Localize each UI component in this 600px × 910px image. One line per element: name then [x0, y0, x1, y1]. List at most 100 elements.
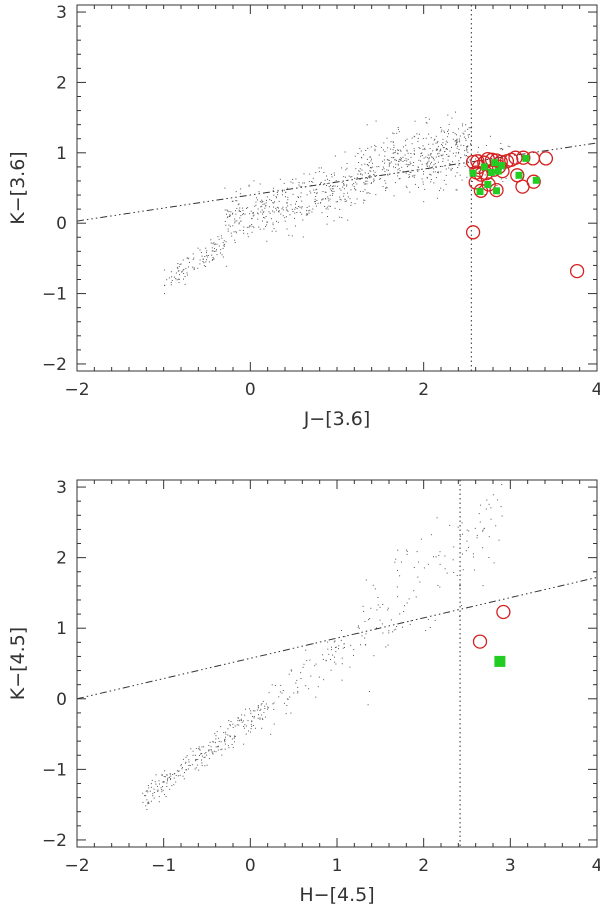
field-star-point — [458, 128, 459, 130]
field-star-point — [399, 159, 401, 161]
field-star-point — [376, 166, 378, 168]
field-star-point — [260, 708, 262, 710]
field-star-point — [343, 643, 345, 645]
field-star-point — [394, 159, 396, 161]
x-tick-label: 1 — [332, 856, 343, 876]
field-star-point — [301, 207, 303, 209]
field-star-point — [428, 160, 430, 162]
field-star-point — [309, 190, 311, 192]
field-star-point — [414, 174, 416, 176]
field-star-point — [238, 223, 240, 225]
field-star-point — [206, 254, 208, 256]
field-star-point — [405, 172, 407, 174]
field-star-point — [420, 160, 422, 162]
field-star-point — [444, 568, 446, 570]
field-star-point — [220, 749, 222, 751]
field-star-point — [400, 561, 402, 563]
field-star-point — [164, 776, 166, 778]
field-star-point — [411, 143, 413, 145]
field-star-point — [257, 218, 259, 220]
field-star-point — [244, 724, 246, 726]
field-star-point — [367, 172, 369, 174]
field-star-point — [170, 779, 171, 781]
field-star-point — [445, 148, 447, 150]
field-star-point — [158, 801, 160, 803]
field-star-point — [231, 738, 233, 740]
field-star-point — [383, 159, 385, 161]
field-star-point — [180, 263, 182, 265]
field-star-point — [232, 212, 234, 214]
field-star-point — [392, 157, 394, 159]
field-star-point — [252, 716, 253, 717]
field-star-point — [201, 764, 203, 766]
field-star-point — [262, 220, 263, 222]
field-star-point — [190, 748, 192, 750]
field-star-point — [378, 166, 380, 168]
field-star-point — [382, 166, 384, 168]
field-star-point — [199, 755, 200, 756]
field-star-point — [282, 191, 283, 193]
field-star-point — [413, 148, 415, 150]
field-star-point — [254, 727, 256, 729]
y-tick-label: −2 — [42, 355, 67, 375]
green-square-marker — [494, 655, 506, 667]
field-star-point — [374, 171, 376, 173]
field-star-point — [195, 759, 196, 761]
field-star-point — [199, 249, 201, 251]
field-star-point — [164, 770, 166, 772]
field-star-point — [298, 206, 300, 207]
field-star-point — [296, 679, 298, 681]
field-star-point — [257, 707, 259, 709]
field-star-point — [343, 195, 345, 197]
field-star-point — [234, 222, 236, 224]
field-star-point — [449, 163, 451, 165]
field-star-point — [254, 205, 256, 207]
field-star-point — [403, 146, 404, 148]
field-star-point — [338, 648, 339, 650]
red-circle-marker — [538, 151, 554, 166]
field-star-point — [340, 639, 342, 641]
field-star-point — [275, 207, 277, 209]
field-star-point — [411, 169, 413, 171]
field-star-point — [452, 138, 454, 140]
field-star-point — [356, 198, 358, 200]
field-star-point — [279, 178, 281, 180]
field-star-point — [413, 590, 415, 592]
field-star-point — [473, 556, 474, 558]
field-stars-bottom — [142, 484, 503, 810]
field-star-point — [176, 770, 178, 772]
field-star-point — [260, 211, 262, 213]
field-star-point — [433, 139, 435, 141]
field-star-point — [257, 212, 258, 214]
field-star-point — [445, 183, 447, 185]
field-star-point — [398, 178, 400, 180]
field-star-point — [162, 786, 163, 788]
field-star-point — [329, 194, 331, 196]
field-star-point — [413, 567, 415, 568]
field-star-point — [170, 284, 172, 286]
field-star-point — [434, 163, 436, 165]
field-star-point — [286, 202, 288, 204]
field-star-point — [197, 764, 199, 766]
field-star-point — [327, 198, 329, 200]
field-star-point — [206, 256, 208, 258]
field-star-point — [235, 232, 237, 234]
field-star-point — [433, 556, 434, 558]
field-star-point — [438, 152, 440, 154]
field-star-point — [410, 620, 412, 622]
field-star-point — [292, 211, 294, 212]
field-star-point — [435, 156, 437, 158]
field-star-point — [430, 174, 432, 176]
field-star-point — [468, 134, 470, 135]
field-star-point — [206, 764, 208, 766]
field-star-point — [289, 696, 291, 698]
field-star-point — [446, 141, 448, 143]
y-tick-label: 3 — [56, 478, 67, 498]
field-star-point — [409, 176, 411, 178]
field-star-point — [232, 723, 234, 725]
field-star-point — [215, 751, 217, 753]
field-star-point — [459, 174, 461, 176]
field-star-point — [324, 206, 326, 207]
field-star-point — [332, 194, 333, 196]
field-star-point — [224, 738, 226, 740]
